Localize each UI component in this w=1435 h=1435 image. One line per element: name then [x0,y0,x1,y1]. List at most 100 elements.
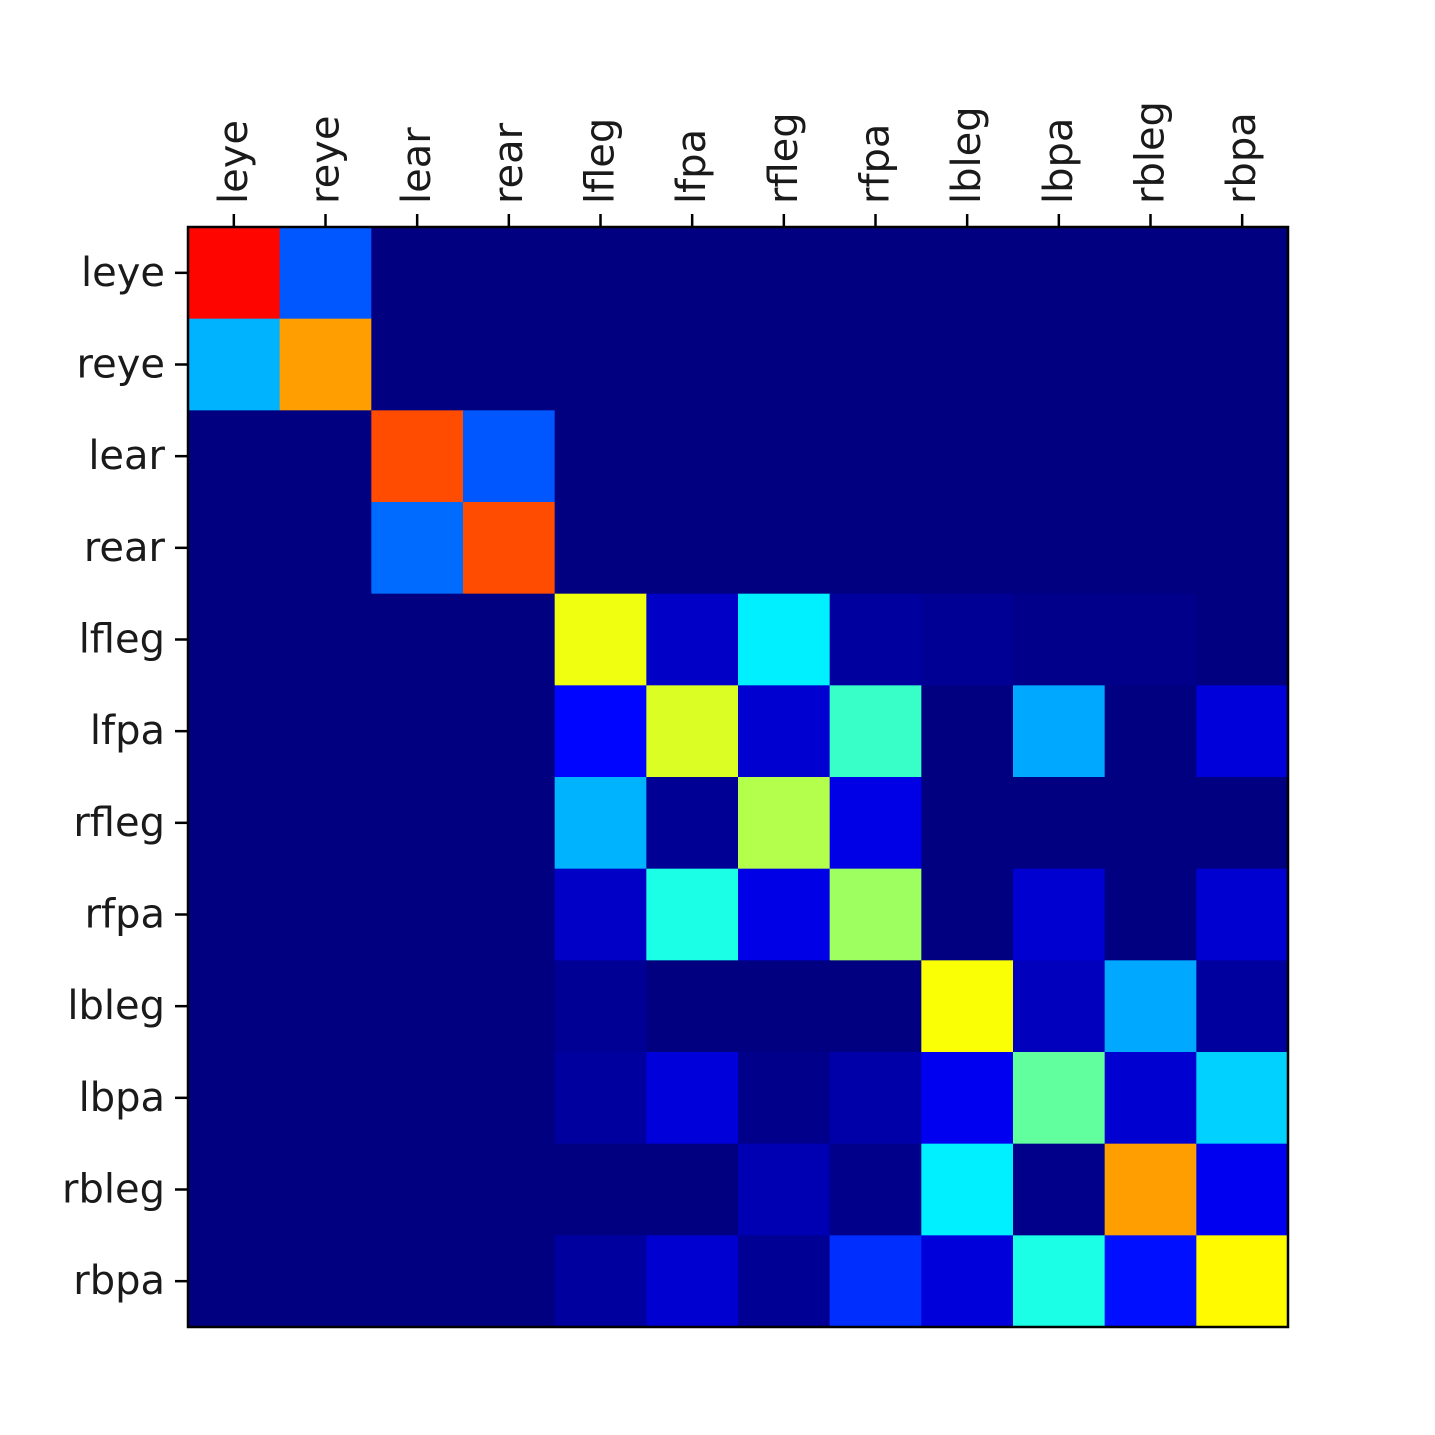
heatmap-cell-lbleg-lear [371,960,464,1053]
heatmap-cell-lbleg-reye [279,960,372,1053]
heatmap-cell-reye-lfpa [646,318,739,411]
heatmap-cell-lfpa-lbpa [1013,685,1106,778]
heatmap-cell-rfpa-lear [371,868,464,961]
heatmap-cell-lbleg-lfpa [646,960,739,1053]
y-tick-label: lbleg [67,983,165,1029]
heatmap-cell-lfleg-leye [188,593,281,686]
heatmap-cell-rbleg-rear [463,1143,556,1236]
heatmap-cell-reye-rfpa [829,318,922,411]
heatmap-cell-lbleg-lfleg [554,960,647,1053]
heatmap-cell-rfpa-rbleg [1104,868,1197,961]
heatmap-cell-rbleg-lbpa [1013,1143,1106,1236]
heatmap-cell-rbpa-rear [463,1235,556,1328]
heatmap-cell-lear-rfpa [829,410,922,503]
y-tick-label: lbpa [79,1075,165,1121]
heatmap-cell-rfpa-reye [279,868,372,961]
heatmap-cell-lear-lbpa [1013,410,1106,503]
y-tick-label: leye [81,250,165,296]
heatmap-cell-rfleg-lfleg [554,777,647,870]
heatmap-cell-lfleg-reye [279,593,372,686]
heatmap-cell-lbleg-rbpa [1196,960,1289,1053]
heatmap-cell-leye-lear [371,227,464,320]
heatmap-cell-lear-rear [463,410,556,503]
heatmap-cell-lfpa-lear [371,685,464,778]
heatmap-cell-rfleg-reye [279,777,372,870]
heatmap-cell-lbpa-rear [463,1052,556,1145]
heatmap-cell-rbleg-rbleg [1104,1143,1197,1236]
heatmap-cell-rear-rbleg [1104,502,1197,595]
heatmap-cell-lbleg-lbpa [1013,960,1106,1053]
heatmap-cell-rbpa-reye [279,1235,372,1328]
heatmap-cell-reye-rbleg [1104,318,1197,411]
heatmap-cell-rbpa-rfpa [829,1235,922,1328]
heatmap-cell-reye-leye [188,318,281,411]
x-tick-label: rear [486,122,532,204]
heatmap-cell-rear-lbpa [1013,502,1106,595]
heatmap-cell-reye-reye [279,318,372,411]
heatmap-cell-leye-lfpa [646,227,739,320]
heatmap-cell-rbleg-rfleg [738,1143,831,1236]
heatmap-cell-lbpa-lfpa [646,1052,739,1145]
heatmap-cell-lbpa-rbpa [1196,1052,1289,1145]
heatmap-cell-reye-rear [463,318,556,411]
heatmap-cell-leye-leye [188,227,281,320]
heatmap-cell-rbleg-rbpa [1196,1143,1289,1236]
heatmap-cell-lfleg-rear [463,593,556,686]
heatmap-cell-rfleg-leye [188,777,281,870]
heatmap-cell-lbleg-rear [463,960,556,1053]
heatmap-cell-rbpa-lfpa [646,1235,739,1328]
heatmap-cell-rfpa-lfleg [554,868,647,961]
heatmap-cell-lear-lfleg [554,410,647,503]
heatmap-cell-rfpa-rear [463,868,556,961]
heatmap-cell-reye-rbpa [1196,318,1289,411]
heatmap-cell-lear-rbpa [1196,410,1289,503]
heatmap-cell-rfleg-rear [463,777,556,870]
y-axis-ticks: leye reye lear rear lfleg lfpa rfleg rfpa lbleg l… [62,250,188,1304]
heatmap-cell-rear-leye [188,502,281,595]
heatmap-cell-lfleg-rfleg [738,593,831,686]
heatmap-cell-rear-lear [371,502,464,595]
x-tick-label: lbleg [944,106,990,204]
heatmap-cell-rfpa-lbpa [1013,868,1106,961]
heatmap-cell-rbleg-lbleg [921,1143,1014,1236]
heatmap-cell-rbleg-lear [371,1143,464,1236]
heatmap-cell-lfpa-lbleg [921,685,1014,778]
heatmap-cell-rbpa-lbpa [1013,1235,1106,1328]
heatmap-cell-rear-rfleg [738,502,831,595]
heatmap-cell-lbpa-lbpa [1013,1052,1106,1145]
heatmap-cell-leye-rfpa [829,227,922,320]
plot-frame [186,225,1290,1329]
y-tick-label: lfleg [79,617,165,663]
heatmap-cell-leye-rear [463,227,556,320]
heatmap-cell-lfleg-lear [371,593,464,686]
heatmap-cell-lbpa-lfleg [554,1052,647,1145]
heatmap-cell-rear-lfpa [646,502,739,595]
x-tick-label: lbpa [1036,118,1082,204]
heatmap-cell-lfleg-lfleg [554,593,647,686]
heatmap-cell-leye-rbleg [1104,227,1197,320]
heatmap-cell-rfleg-rfleg [738,777,831,870]
x-tick-label: lfleg [578,118,624,204]
heatmap-cell-rear-lfleg [554,502,647,595]
heatmap-cell-lfleg-rbpa [1196,593,1289,686]
heatmap-cell-rfpa-rbpa [1196,868,1289,961]
heatmap-cell-rbleg-leye [188,1143,281,1236]
y-tick-label: reye [77,342,165,388]
heatmap-cell-lbpa-lbleg [921,1052,1014,1145]
heatmap-cell-leye-rfleg [738,227,831,320]
heatmap-cell-rbleg-lfleg [554,1143,647,1236]
heatmap-cell-lfpa-lfpa [646,685,739,778]
heatmap-cell-rear-rfpa [829,502,922,595]
heatmap-cell-rfleg-lfpa [646,777,739,870]
heatmap-cell-rfpa-lfpa [646,868,739,961]
heatmap-cells [188,227,1289,1328]
heatmap-cell-lear-lear [371,410,464,503]
heatmap-cell-rfleg-rfpa [829,777,922,870]
heatmap-cell-lear-reye [279,410,372,503]
x-tick-label: rbpa [1219,112,1265,204]
heatmap-cell-lear-lbleg [921,410,1014,503]
x-tick-label: rfleg [761,112,807,204]
x-tick-label: leye [211,120,257,204]
x-tick-label: reye [303,116,349,204]
